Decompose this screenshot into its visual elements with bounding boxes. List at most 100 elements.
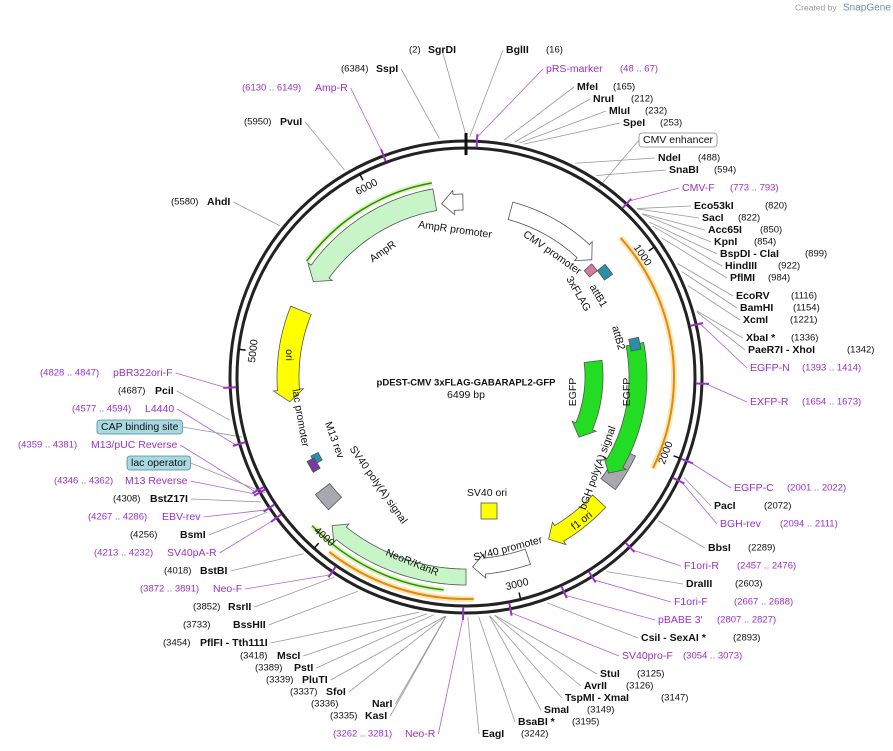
sv40-ori-box: [480, 502, 498, 520]
leader-line: [632, 549, 682, 567]
leader-line: [190, 498, 262, 503]
feature-shape: [306, 457, 321, 473]
primer-name: CMV-F: [682, 182, 715, 194]
leader-line: [594, 579, 672, 603]
leader-line: [208, 511, 268, 536]
leader-line: [395, 615, 447, 705]
feature-label: AmpR: [367, 238, 398, 265]
site-name: CsiI - SexAI *: [641, 632, 707, 644]
site-position: (1221): [790, 315, 817, 326]
leader-line: [190, 462, 266, 494]
leader-line: [270, 611, 419, 644]
site-name: NruI: [593, 93, 614, 105]
site-position: (3147): [661, 693, 688, 704]
site-position: (3126): [626, 681, 653, 692]
site-name: PstI: [294, 662, 313, 674]
scale-tick: [518, 592, 522, 600]
primer-name: F1ori-R: [684, 560, 719, 572]
leader-line: [683, 477, 712, 507]
leader-line: [657, 520, 706, 549]
site-position: (1336): [791, 333, 818, 344]
scale-tick: [238, 348, 246, 351]
site-position: (165): [613, 82, 635, 93]
site-name: AhdI: [207, 196, 230, 208]
feature-label: ori: [283, 349, 295, 361]
primer-position: (3262 .. 3281): [333, 729, 392, 740]
primer-position: (4828 .. 4847): [40, 368, 99, 379]
primer-mark: [690, 322, 704, 327]
leader-line: [389, 615, 447, 717]
primer-position: (3054 .. 3073): [683, 651, 742, 662]
site-name: XbaI *: [746, 332, 776, 344]
primer-position: (2807 .. 2827): [717, 615, 776, 626]
site-name: BstZ17I: [150, 493, 188, 505]
site-name: MscI: [277, 650, 300, 662]
leader-line: [304, 121, 345, 171]
site-name: MluI: [609, 105, 630, 117]
site-position: (5580): [171, 197, 198, 208]
leader-line: [705, 383, 748, 403]
primer-name: M13 Reverse: [125, 475, 188, 487]
site-name: AvrII: [584, 680, 607, 692]
leader-line: [182, 426, 242, 438]
scale-tick: [313, 542, 320, 549]
site-position: (922): [778, 261, 800, 272]
leader-line: [637, 208, 700, 219]
leader-line: [636, 205, 692, 209]
feature-shape: [441, 189, 464, 216]
primer-position: (2457 .. 2476): [737, 561, 796, 572]
site-position: (3389): [255, 663, 282, 674]
scale-tick: [673, 455, 681, 459]
site-position: (984): [768, 273, 790, 284]
feature-shape: [472, 548, 531, 579]
site-position: (2072): [764, 501, 791, 512]
site-position: (3454): [163, 638, 190, 649]
brand: SnapGene: [843, 3, 891, 14]
feature-arc: [311, 525, 444, 591]
primer-mark: [508, 602, 513, 616]
site-name: BamHI: [740, 302, 773, 314]
leader-line: [598, 139, 640, 188]
site-name: SpeI: [623, 117, 645, 129]
primer-name: F1ori-F: [674, 596, 708, 608]
leader-line: [488, 615, 542, 711]
site-name: BsaBI *: [518, 716, 556, 728]
leader-line: [642, 213, 712, 243]
scale-tick-label: 6000: [353, 176, 379, 198]
primer-mark: [587, 570, 597, 584]
primer-name: SV40pro-F: [622, 650, 673, 662]
primer-position: (2667 .. 2688): [734, 597, 793, 608]
feature-shape: [314, 482, 343, 511]
site-position: (3418): [240, 651, 267, 662]
site-name: TspMI - XmaI: [565, 692, 629, 704]
site-position: (3149): [587, 705, 614, 716]
site-name: Acc65I: [708, 224, 742, 236]
site-name: EagI: [482, 728, 504, 740]
site-position: (3242): [521, 729, 548, 740]
feature-shape: [272, 305, 312, 403]
site-name: DraIII: [686, 578, 712, 590]
site-position: (253): [660, 118, 682, 129]
leader-line: [524, 122, 621, 145]
leader-line: [203, 509, 267, 518]
feature-box: [638, 132, 718, 148]
site-position: (212): [631, 94, 653, 105]
leader-line: [687, 285, 741, 321]
feature-box-label: lac operator: [131, 457, 187, 469]
feature-shape: [596, 263, 614, 281]
site-position: (3125): [637, 669, 664, 680]
site-name: PciI: [155, 385, 174, 397]
site-name: XcmI: [743, 314, 768, 326]
site-name: EcoRV: [736, 290, 770, 302]
site-name: KasI: [365, 710, 387, 722]
leader-line: [606, 571, 684, 585]
site-name: BbsI: [708, 542, 731, 554]
feature-label: SV40 poly(A) signal: [347, 444, 410, 526]
primer-position: (2094 .. 2111): [780, 519, 838, 530]
leader-line: [696, 310, 744, 339]
site-position: (820): [765, 201, 787, 212]
feature-arc: [328, 551, 474, 600]
site-name: PluTI: [302, 674, 328, 686]
site-name: StuI: [600, 668, 620, 680]
